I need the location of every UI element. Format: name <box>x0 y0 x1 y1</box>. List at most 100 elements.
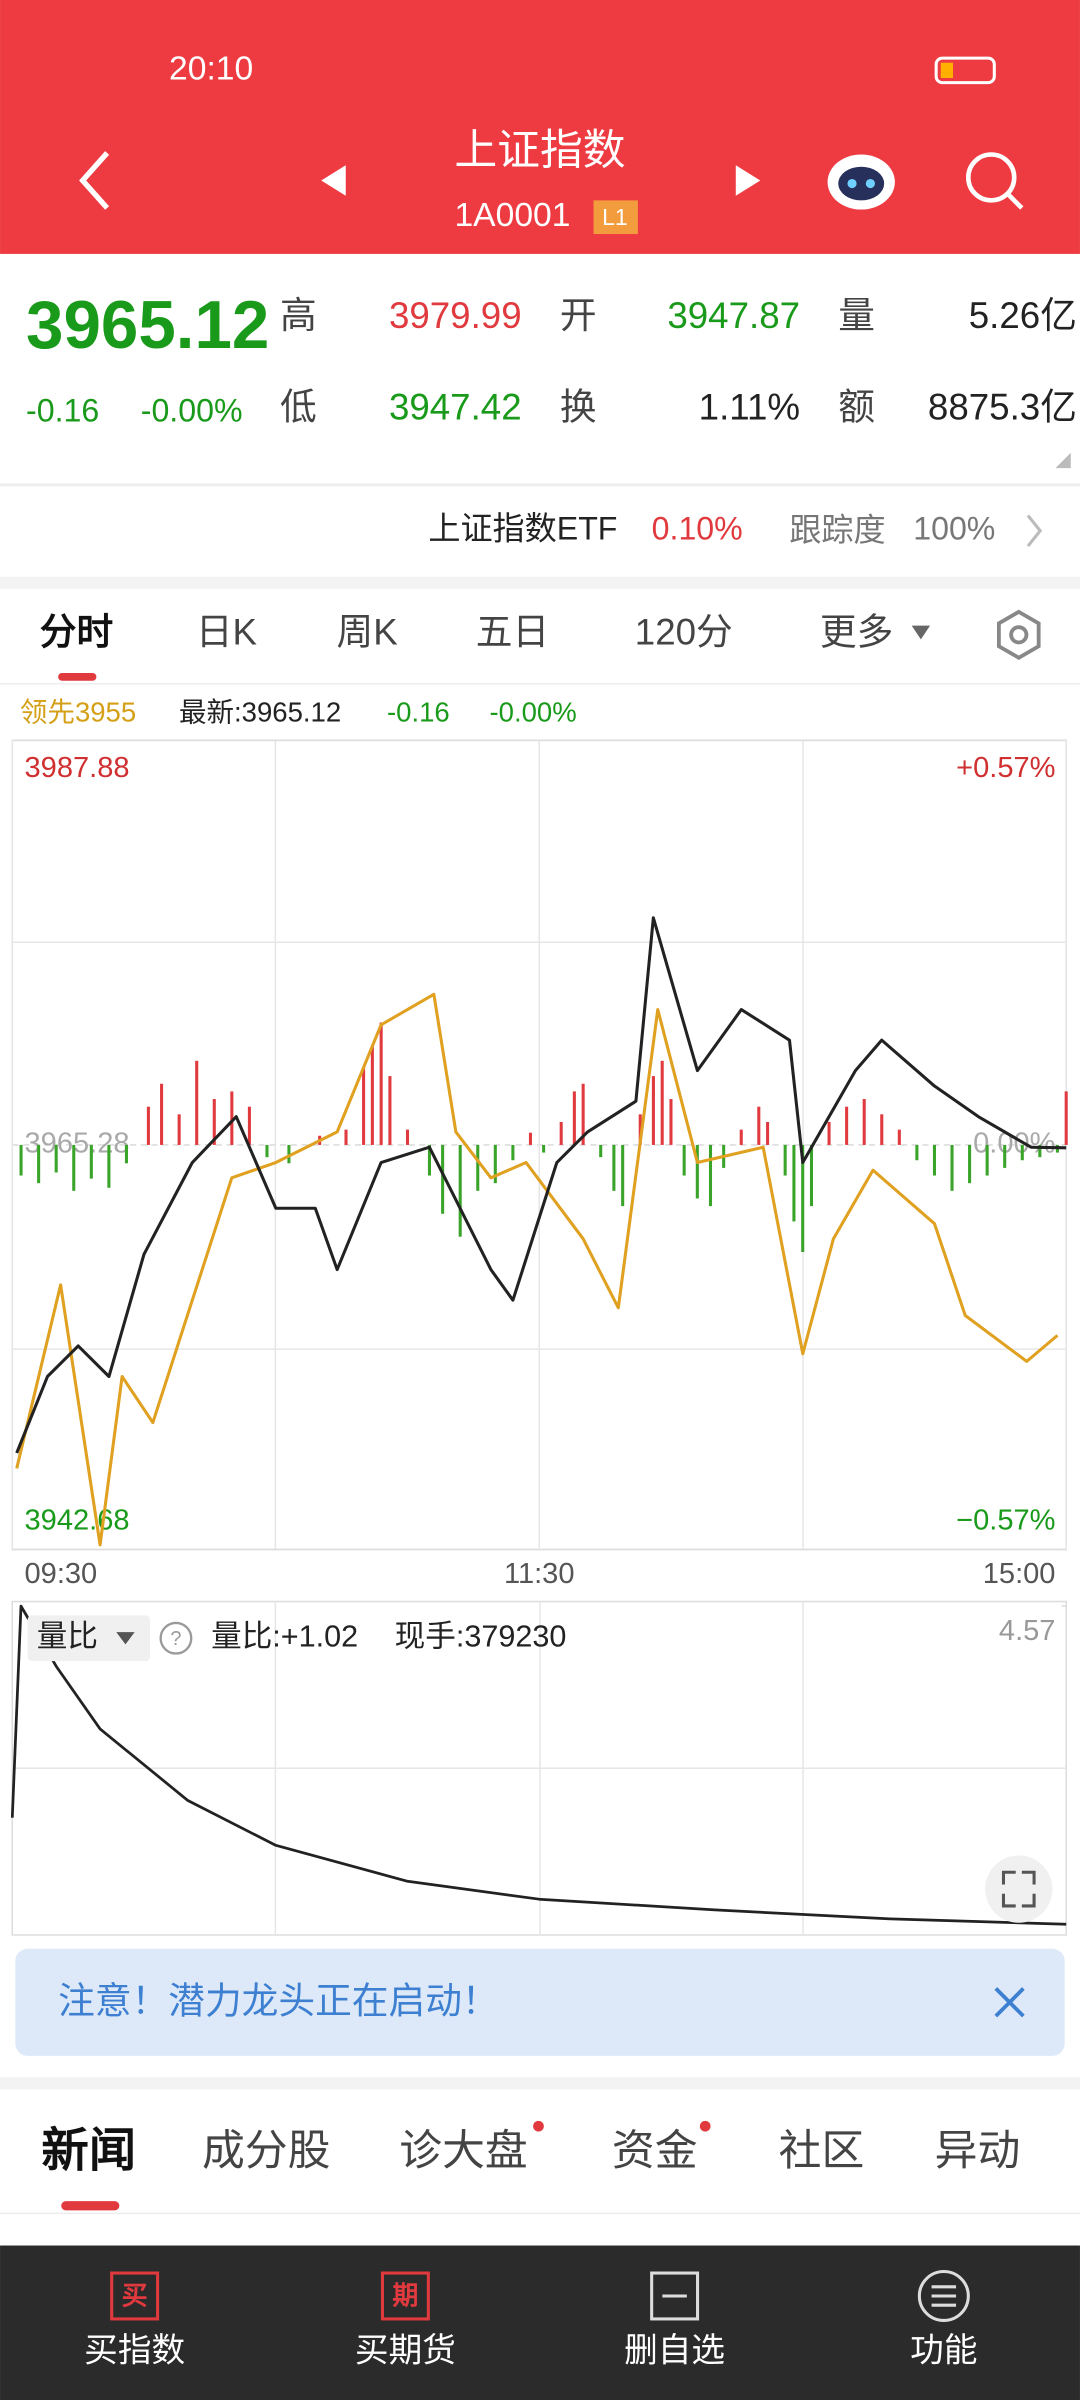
flow-bar <box>682 1144 686 1176</box>
tabs: 分时 日K 周K 五日 120分 更多 <box>40 612 894 653</box>
tab[interactable]: 120分 <box>635 612 733 653</box>
notice-close[interactable] <box>994 1987 1025 2018</box>
expand-button[interactable] <box>985 1855 1053 1923</box>
legend-lead: 领先3955 <box>20 697 136 728</box>
flow-bar <box>968 1144 972 1184</box>
status-time: 20:10 <box>169 50 253 87</box>
y2-tick-label: −0.57% <box>956 1505 1055 1537</box>
flow-bar <box>581 1083 585 1145</box>
flow-bar <box>880 1114 884 1145</box>
nav-label[interactable]: 删自选 <box>624 2331 725 2369</box>
etf-name[interactable]: 上证指数ETF <box>428 510 617 546</box>
etf-chevron[interactable] <box>1026 514 1043 548</box>
field-value: 1.11% <box>699 387 800 428</box>
news-tab[interactable]: 成分股 <box>202 2127 330 2175</box>
flow-bar <box>146 1106 150 1145</box>
flow-bar <box>542 1144 546 1153</box>
tab[interactable]: 日K <box>196 612 258 653</box>
tab[interactable]: 分时 <box>40 612 113 653</box>
battery <box>934 56 996 85</box>
flow-bar <box>493 1144 497 1184</box>
flow-bar <box>265 1144 269 1158</box>
bottom-nav <box>0 2245 1080 2400</box>
flow-bar <box>212 1099 216 1145</box>
tab[interactable]: 更多 <box>820 612 893 653</box>
legend-pct: -0.00% <box>490 697 577 728</box>
badge: L1 <box>602 204 628 230</box>
flow-bar <box>427 1144 431 1176</box>
flow-bar <box>370 1045 374 1145</box>
flow-bar <box>932 1144 936 1176</box>
help-icon[interactable] <box>159 1621 193 1655</box>
flow-bar <box>458 1144 462 1237</box>
badge-bg <box>593 200 638 235</box>
x-tick-label: 11:30 <box>504 1558 575 1590</box>
next-button[interactable] <box>735 165 761 196</box>
legend-change: -0.16 <box>387 697 450 728</box>
robot-button[interactable] <box>827 154 895 210</box>
change: -0.16 <box>26 392 99 428</box>
flow-bar <box>379 1022 383 1145</box>
flow-bar <box>1020 1144 1024 1161</box>
nav-label[interactable]: 买指数 <box>84 2331 185 2369</box>
flow-bar <box>638 1114 642 1145</box>
flow-bar <box>72 1144 76 1191</box>
vr-dividers <box>12 1601 1067 1935</box>
dot <box>533 2120 544 2132</box>
flow-bar <box>809 1144 814 1207</box>
tab[interactable]: 五日 <box>476 612 549 653</box>
tab[interactable]: 周K <box>337 612 399 653</box>
etf-track: 100% <box>913 510 995 546</box>
nav-icon: 买 <box>122 2280 148 2310</box>
flow-bar <box>1064 1091 1068 1145</box>
flow-bar <box>660 1060 664 1145</box>
news-tab[interactable]: 社区 <box>779 2127 865 2175</box>
y-tick-label: 3965.28 <box>25 1128 130 1160</box>
y2-tick-label: 0.00% <box>973 1128 1055 1160</box>
vr-label: 量比 <box>37 1619 98 1653</box>
flow-bar <box>599 1144 603 1158</box>
flow-bar <box>792 1144 796 1222</box>
news-tab[interactable]: 诊大盘 <box>399 2127 527 2175</box>
notice-bg[interactable] <box>15 1948 1065 2056</box>
field-value: 3947.87 <box>667 295 800 336</box>
y2-tick-label: +0.57% <box>956 752 1055 784</box>
flow-bar <box>195 1060 199 1145</box>
flow-bar <box>766 1121 770 1145</box>
flow-bar <box>621 1144 625 1207</box>
notice: 注意！潜力龙头正在启动！ <box>58 1981 498 2022</box>
flow-bar <box>287 1144 291 1164</box>
flow-bar <box>612 1144 616 1191</box>
y-tick-label: 3987.88 <box>25 752 130 784</box>
settings-button[interactable] <box>996 609 1041 660</box>
back-button[interactable] <box>79 151 110 210</box>
flow-bar <box>897 1129 901 1145</box>
vr-select[interactable] <box>27 1615 150 1662</box>
flow-bar <box>739 1129 743 1145</box>
flow-bar <box>695 1144 699 1199</box>
search-button[interactable] <box>966 152 1024 210</box>
news-tab[interactable]: 资金 <box>612 2127 698 2175</box>
flow-bar <box>441 1144 445 1214</box>
title: 上证指数 <box>454 126 625 174</box>
flow-bar <box>230 1091 234 1145</box>
prev-button[interactable] <box>321 165 346 196</box>
flow-bar <box>247 1106 251 1145</box>
x-tick-label: 15:00 <box>983 1558 1056 1590</box>
flow-bar <box>388 1076 392 1145</box>
band <box>0 2077 1080 2090</box>
nav-label[interactable]: 买期货 <box>355 2331 456 2369</box>
legend-latest: 最新:3965.12 <box>179 697 341 728</box>
price: 3965.12 <box>26 288 269 363</box>
flow-bar <box>37 1144 41 1184</box>
field-label: 低 <box>280 387 317 428</box>
news-tab[interactable]: 新闻 <box>41 2124 136 2177</box>
news-tab[interactable]: 异动 <box>935 2127 1021 2175</box>
flow-bar <box>160 1083 164 1145</box>
nav-label[interactable]: 功能 <box>910 2331 977 2369</box>
field-label: 换 <box>560 387 597 428</box>
flow-bar <box>915 1144 919 1161</box>
